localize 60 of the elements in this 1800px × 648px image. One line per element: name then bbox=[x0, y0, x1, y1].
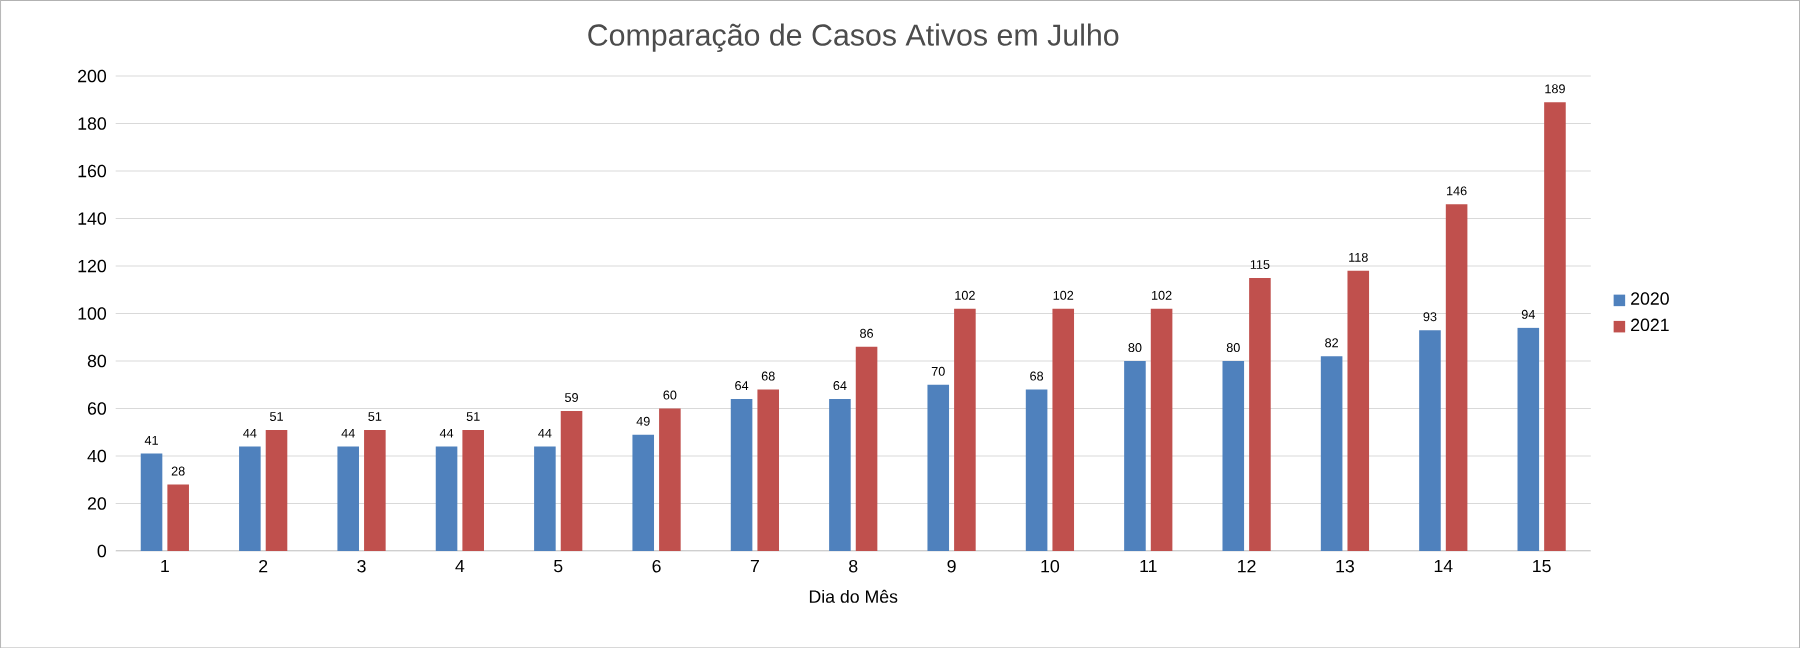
y-tick-label: 160 bbox=[78, 164, 107, 177]
x-tick-label: 5 bbox=[554, 559, 563, 572]
bar bbox=[730, 398, 753, 551]
bar bbox=[1419, 329, 1441, 551]
y-tick-label: 120 bbox=[78, 259, 107, 272]
bar bbox=[1320, 355, 1343, 551]
x-tick-label: 8 bbox=[849, 559, 858, 573]
x-tick-label: 10 bbox=[1041, 559, 1060, 573]
y-tick-label: 0 bbox=[97, 544, 107, 557]
legend-label: 2020 bbox=[1631, 292, 1669, 305]
bar bbox=[337, 446, 360, 551]
x-tick-label: 4 bbox=[455, 559, 465, 572]
y-tick-label: 200 bbox=[78, 69, 107, 83]
bar bbox=[462, 429, 484, 551]
x-tick-label: 11 bbox=[1140, 559, 1157, 572]
x-tick-label: 2 bbox=[259, 559, 268, 572]
bar bbox=[659, 408, 681, 551]
x-tick-label: 9 bbox=[947, 559, 956, 573]
bar bbox=[954, 308, 976, 551]
x-tick-label: 14 bbox=[1434, 559, 1453, 572]
x-tick-label: 1 bbox=[161, 559, 169, 572]
bar bbox=[1544, 101, 1566, 551]
x-tick-label: 7 bbox=[750, 559, 759, 572]
bar bbox=[757, 389, 780, 551]
bar bbox=[560, 410, 583, 551]
bar bbox=[140, 453, 163, 551]
x-axis-title: Dia do Mês bbox=[809, 589, 898, 603]
bar bbox=[167, 484, 189, 551]
legend-label: 2021 bbox=[1631, 318, 1669, 331]
bar bbox=[435, 446, 458, 551]
y-tick-label: 180 bbox=[78, 117, 107, 130]
x-tick-label: 13 bbox=[1336, 559, 1354, 573]
bar bbox=[1124, 360, 1146, 551]
y-tick-label: 140 bbox=[78, 211, 107, 225]
y-tick-label: 60 bbox=[87, 401, 107, 415]
x-tick-label: 12 bbox=[1238, 559, 1256, 572]
bar bbox=[829, 398, 851, 551]
chart-title: Comparação de Casos Ativos em Julho bbox=[588, 23, 1119, 52]
bar bbox=[1347, 270, 1370, 551]
bar bbox=[1445, 203, 1468, 551]
bar bbox=[1249, 277, 1271, 551]
y-tick-label: 40 bbox=[87, 449, 107, 462]
bar bbox=[632, 434, 655, 551]
x-tick-label: 15 bbox=[1533, 559, 1551, 572]
bar bbox=[927, 384, 950, 551]
y-tick-label: 80 bbox=[87, 354, 107, 367]
bar bbox=[1150, 308, 1173, 551]
bar bbox=[1517, 327, 1540, 551]
bar bbox=[364, 429, 386, 551]
bar bbox=[534, 446, 556, 551]
bar bbox=[239, 446, 261, 551]
bar bbox=[1025, 389, 1048, 551]
y-tick-label: 20 bbox=[87, 496, 107, 510]
bar bbox=[1052, 308, 1075, 551]
bar bbox=[1222, 360, 1245, 551]
bar bbox=[265, 429, 288, 551]
bar bbox=[855, 346, 878, 551]
x-tick-label: 6 bbox=[652, 559, 661, 573]
y-tick-label: 100 bbox=[78, 306, 107, 320]
x-tick-label: 3 bbox=[357, 559, 366, 573]
